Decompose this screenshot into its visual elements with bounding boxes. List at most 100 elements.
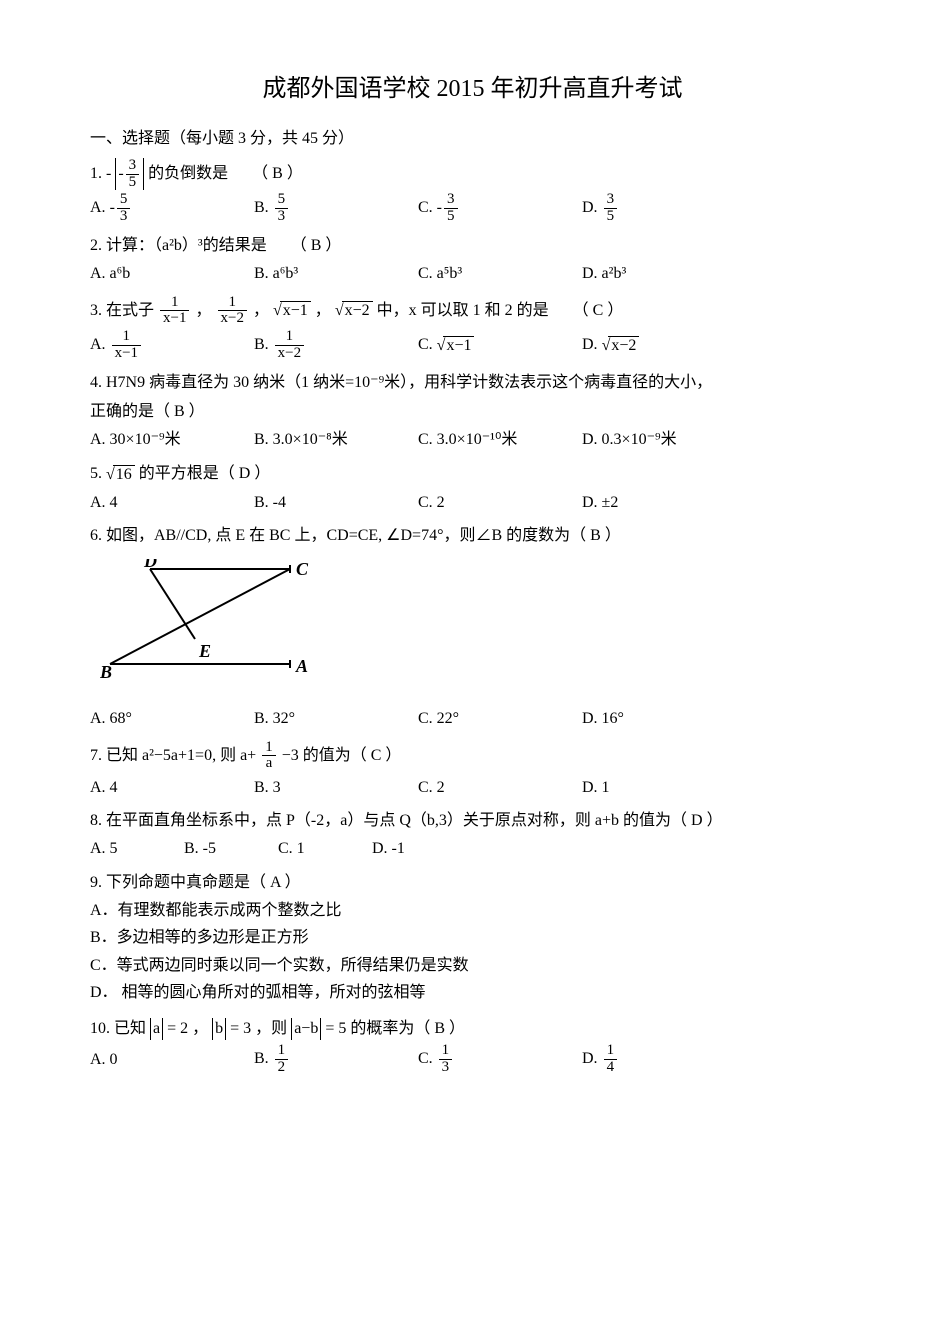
q8-opt-d: D. -1 [372,836,452,862]
q7-opt-c: C. 2 [418,775,568,801]
q3-opt-d: D. √x−2 [582,332,732,358]
q3-opt-a: A. 1x−1 [90,329,240,362]
q10-num: 10. [90,1020,110,1037]
q1-opt-b: B. 53 [254,192,404,225]
question-5: 5. √16 的平方根是（ D ） [90,461,855,487]
frac: 14 [604,1043,618,1076]
q1-abs: -35 [115,158,144,191]
q5-num: 5. [90,465,102,482]
lbl: B. [254,336,269,353]
q4-opt-a: A. 30×10⁻⁹米 [90,427,240,453]
q1-tail: 的负倒数是 [148,165,228,182]
frac: 12 [275,1043,289,1076]
q3-sqrt2: √x−2 [335,298,373,324]
q7-options: A. 4 B. 3 C. 2 D. 1 [90,774,855,800]
question-10: 10. 已知 a = 2 ， b = 3 ，则 a−b = 5 的概率为（ B … [90,1016,855,1042]
q6-options: A. 68° B. 32° C. 22° D. 16° [90,705,855,731]
sqrt: √x−2 [602,333,640,359]
q8-opt-b: B. -5 [184,836,264,862]
question-7: 7. 已知 a²−5a+1=0, 则 a+ 1a −3 的值为（ C ） [90,740,855,773]
q5-tail: 的平方根是（ D ） [139,465,271,482]
lbl: C. [418,336,433,353]
q9-num: 9. [90,874,102,891]
q1-opt-b-label: B. [254,199,269,216]
q8-text: 在平面直角坐标系中，点 P（-2，a）与点 Q（b,3）关于原点对称，则 a+b… [106,812,723,829]
svg-text:B: B [100,662,112,679]
q1-options: A. -53 B. 53 C. -35 D. 35 [90,192,855,225]
q6-opt-c: C. 22° [418,706,568,732]
q1-opt-d-label: D. [582,199,598,216]
q1-opt-d-frac: 35 [604,192,618,225]
q9-text: 下列命题中真命题是（ A ） [106,874,301,891]
q10-eq5: = 5 的概率为（ B ） [325,1020,465,1037]
svg-text:A: A [295,656,308,676]
q5-opt-a: A. 4 [90,490,240,516]
q1-opt-c: C. -35 [418,192,568,225]
question-4: 4. H7N9 病毒直径为 30 纳米（1 纳米=10⁻⁹米），用科学计数法表示… [90,370,855,396]
lbl: C. [418,1050,433,1067]
q8-opt-c: C. 1 [278,836,358,862]
d: x−2 [218,311,247,327]
q10-opt-c: C. 13 [418,1043,568,1076]
n: 1 [160,295,189,312]
ra: x−2 [608,336,639,354]
lbl: D. [582,1050,598,1067]
frac: 13 [439,1043,453,1076]
rad-arg: x−2 [342,301,373,319]
n: 1 [275,1043,289,1060]
d: 2 [275,1060,289,1076]
n: 1 [275,329,304,346]
q8-options: A. 5 B. -5 C. 1 D. -1 [90,836,855,862]
q1-opt-a-neg: - [110,199,115,216]
q1-num: 1. [90,165,102,182]
q2-opt-a: A. a⁶b [90,261,240,287]
q6-opt-a: A. 68° [90,706,240,732]
d: 5 [444,209,458,225]
d: 4 [604,1060,618,1076]
q7-head: 已知 a²−5a+1=0, 则 a+ [106,747,256,764]
d: 3 [117,209,131,225]
q1-opt-c-neg: - [437,199,442,216]
d: x−1 [112,346,141,362]
sqrt: √x−1 [437,333,475,359]
q1-opt-a-frac: 53 [117,192,131,225]
q2-answer: （ B ） [291,237,342,254]
d: x−2 [275,346,304,362]
svg-text:C: C [296,559,309,579]
q6-opt-d: D. 16° [582,706,732,732]
lbl: D. [582,336,598,353]
q1-opt-c-frac: 35 [444,192,458,225]
q1-neg2: - [118,165,123,182]
n: 1 [112,329,141,346]
q7-opt-a: A. 4 [90,775,240,801]
q7-tail: −3 的值为（ C ） [282,747,402,764]
q3-opt-c: C. √x−1 [418,332,568,358]
q3-frac2: 1x−2 [218,295,247,328]
q7-frac: 1a [262,740,276,773]
q3-tail: 中，x 可以取 1 和 2 的是 [377,302,549,319]
frac: 1x−2 [275,329,304,362]
question-8: 8. 在平面直角坐标系中，点 P（-2，a）与点 Q（b,3）关于原点对称，则 … [90,808,855,834]
n: 3 [444,192,458,209]
q2-opt-c: C. a⁵b³ [418,261,568,287]
q6-svg: DCEBA [100,559,340,679]
q2-options: A. a⁶b B. a⁶b³ C. a⁵b³ D. a²b³ [90,261,855,287]
d: 3 [275,209,289,225]
n: 5 [275,192,289,209]
d: 3 [439,1060,453,1076]
q7-opt-d: D. 1 [582,775,732,801]
n: 1 [218,295,247,312]
q9-opt-d: D． 相等的圆心角所对的弧相等，所对的弦相等 [90,980,855,1006]
q1-frac-num: 3 [126,158,140,175]
q6-labels: DCEBA [100,559,309,679]
q10-options: A. 0 B. 12 C. 13 D. 14 [90,1043,855,1076]
lbl: A. [90,336,106,353]
q7-num: 7. [90,747,102,764]
q8-num: 8. [90,812,102,829]
q10-head: 已知 [114,1020,146,1037]
q5-opt-b: B. -4 [254,490,404,516]
q10-abs-ab: a−b [291,1018,321,1040]
q2-opt-d: D. a²b³ [582,261,732,287]
q2-opt-b: B. a⁶b³ [254,261,404,287]
q5-opt-c: C. 2 [418,490,568,516]
